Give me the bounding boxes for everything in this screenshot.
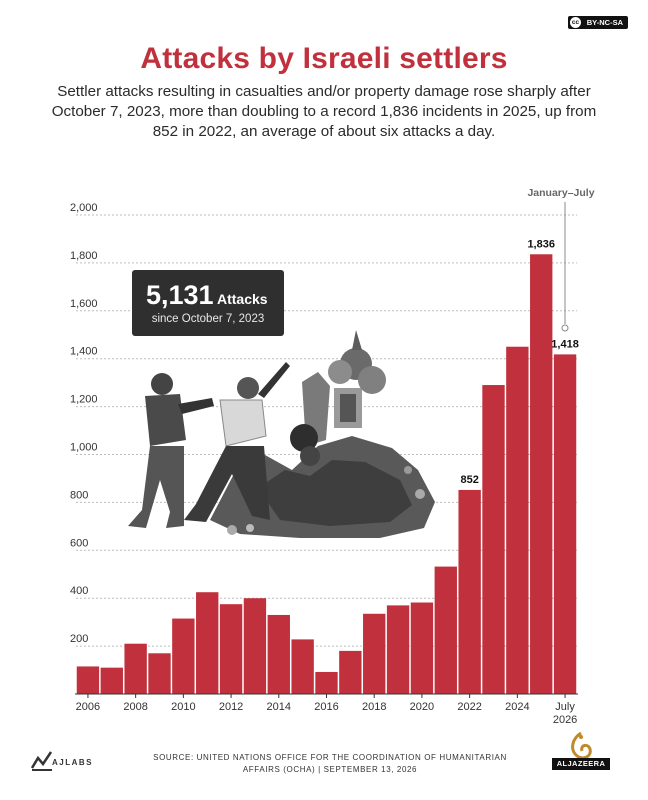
chart-title: Attacks by Israeli settlers — [140, 42, 508, 75]
aljazeera-logo-icon — [571, 731, 592, 760]
y-tick-label: 200 — [70, 633, 88, 645]
bar-2022 — [458, 489, 481, 694]
bar-2019 — [386, 605, 410, 694]
annotation-dot — [561, 324, 569, 332]
bar-2009 — [148, 653, 171, 694]
bar-2007 — [100, 667, 123, 694]
x-tick-label: 2008 — [123, 701, 147, 713]
bar-2011 — [196, 592, 219, 694]
annotation-layer: January–July — [527, 187, 595, 332]
y-tick-label: 1,800 — [70, 250, 98, 262]
y-tick-label: 400 — [70, 585, 88, 597]
bar-2013 — [243, 598, 267, 694]
y-tick-label: 2,000 — [70, 202, 98, 214]
annotation-text: January–July — [527, 187, 594, 199]
bar-2018 — [363, 613, 386, 694]
data-labels: 852 1,836 1,418 — [460, 238, 578, 486]
bars — [76, 254, 577, 694]
bar-july-2026 — [553, 354, 577, 694]
x-tick-label: 2020 — [410, 701, 434, 713]
callout-since: since October 7, 2023 — [151, 313, 265, 325]
y-tick-label: 600 — [70, 537, 88, 549]
x-tick-label: 2016 — [314, 701, 338, 713]
license-label: BY-NC-SA — [586, 18, 623, 27]
x-tick-sublabel: 2026 — [553, 714, 577, 726]
y-tick-label: 1,400 — [70, 346, 98, 358]
ajlabs-label: AJLABS — [52, 758, 94, 767]
callout-unit: Attacks — [217, 291, 268, 307]
y-axis-labels: 200 400 600 800 1,000 1,200 1,400 1,600 1,800 2,0… — [70, 202, 98, 645]
ajlabs-logo-icon — [30, 751, 53, 771]
x-tick-label: 2006 — [76, 701, 100, 713]
x-tick-label: 2014 — [267, 701, 291, 713]
y-tick-label: 800 — [70, 489, 88, 501]
bar-2023 — [482, 385, 505, 694]
bar-2017 — [339, 650, 362, 694]
bar-2014 — [267, 614, 290, 694]
bar-2008 — [124, 643, 147, 694]
data-label: 1,418 — [551, 338, 579, 350]
y-tick-label: 1,000 — [70, 442, 98, 454]
data-label: 1,836 — [527, 238, 555, 250]
aljazeera-label: ALJAZEERA — [552, 758, 610, 770]
y-tick-label: 1,600 — [70, 298, 98, 310]
bar-chart: 200 400 600 800 1,000 1,200 1,400 1,600 1,800 2,0… — [70, 187, 595, 726]
x-tick-label: July — [555, 701, 575, 713]
bar-2021 — [434, 566, 457, 694]
bar-2010 — [172, 618, 195, 694]
x-axis-labels: 2006 2008 2010 2012 2014 2016 2018 2020 2022 2024… — [76, 694, 577, 726]
source-note: SOURCE: UNITED NATIONS OFFICE FOR THE CO… — [153, 753, 507, 774]
x-tick-label: 2010 — [171, 701, 195, 713]
settler-illustration — [128, 330, 435, 538]
x-tick-label: 2018 — [362, 701, 386, 713]
cc-icon: cc — [570, 17, 581, 28]
attacks-callout: 5,131 Attacks since October 7, 2023 — [132, 270, 284, 336]
bar-2025 — [530, 254, 553, 694]
bar-2016 — [315, 671, 338, 694]
data-label: 852 — [460, 474, 478, 486]
bar-2006 — [76, 666, 100, 694]
callout-number: 5,131 — [146, 280, 214, 310]
bar-2024 — [506, 346, 529, 694]
chart-subtitle: Settler attacks resulting in casualties … — [51, 83, 597, 140]
x-tick-label: 2022 — [457, 701, 481, 713]
license-badge: cc BY-NC-SA — [568, 16, 628, 29]
x-tick-label: 2024 — [505, 701, 529, 713]
y-tick-label: 1,200 — [70, 394, 98, 406]
bar-2012 — [219, 604, 243, 694]
x-tick-label: 2012 — [219, 701, 243, 713]
bar-2020 — [410, 602, 434, 694]
bar-2015 — [291, 639, 314, 694]
